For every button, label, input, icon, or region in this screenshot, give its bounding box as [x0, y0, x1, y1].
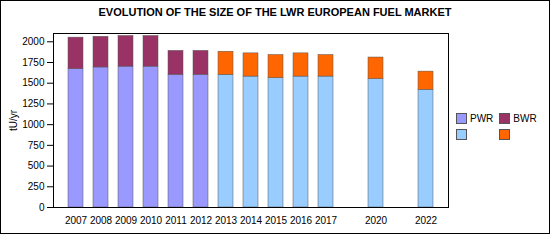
svg-text:2000: 2000 — [22, 36, 45, 47]
svg-text:2013: 2013 — [215, 215, 238, 226]
html-text:EVOLUTION OF THE SIZE OF THE L: EVOLUTION OF THE SIZE OF THE LWR EUROPEA… — [98, 6, 452, 18]
svg-text:2012: 2012 — [190, 215, 213, 226]
svg-text:1250: 1250 — [22, 98, 45, 109]
svg-text:500: 500 — [28, 160, 45, 171]
svg-text:2020: 2020 — [365, 215, 388, 226]
svg-text:2007: 2007 — [65, 215, 88, 226]
svg-text:1000: 1000 — [22, 119, 45, 130]
svg-text:2015: 2015 — [265, 215, 288, 226]
svg-text:2022: 2022 — [415, 215, 438, 226]
svg-text:2011: 2011 — [165, 215, 187, 226]
svg-text:0: 0 — [39, 202, 45, 213]
svg-text:2017: 2017 — [315, 215, 338, 226]
svg-text:1500: 1500 — [22, 77, 45, 88]
svg-text:2016: 2016 — [290, 215, 313, 226]
svg-text:2014: 2014 — [240, 215, 263, 226]
svg-text:250: 250 — [28, 181, 45, 192]
html-text:BWR: BWR — [513, 112, 537, 124]
svg-text:2008: 2008 — [90, 215, 113, 226]
svg-text:tU/yr: tU/yr — [8, 109, 19, 131]
html-text:PWR: PWR — [470, 112, 494, 124]
svg-text:2009: 2009 — [115, 215, 138, 226]
svg-text:750: 750 — [28, 140, 45, 151]
svg-text:2010: 2010 — [140, 215, 163, 226]
svg-text:1750: 1750 — [22, 57, 45, 68]
